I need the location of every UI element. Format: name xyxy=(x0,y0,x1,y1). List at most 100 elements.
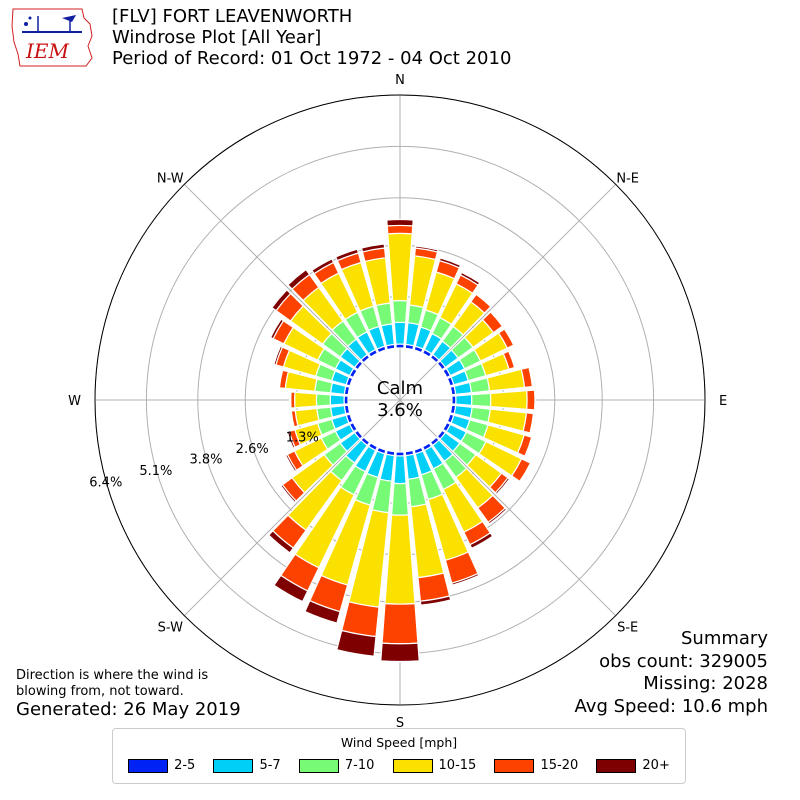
bar-segment xyxy=(386,218,414,227)
bar-segment xyxy=(494,476,511,495)
bar-segment xyxy=(311,258,335,275)
bar-segment xyxy=(384,514,416,605)
logo-text: IEM xyxy=(25,39,70,63)
bar-segment xyxy=(528,366,535,388)
bar-segment xyxy=(381,602,419,645)
radial-gridline xyxy=(399,399,617,617)
radial-gridline xyxy=(183,399,401,617)
bar-segment xyxy=(414,245,439,253)
compass-label-sw: S-W xyxy=(158,621,183,636)
bar-segment xyxy=(469,406,491,424)
legend-swatch xyxy=(213,758,254,773)
bar-segment xyxy=(459,271,481,286)
bar-segment xyxy=(390,482,410,516)
compass-label-w: W xyxy=(68,394,81,409)
calm-label: Calm xyxy=(377,378,423,399)
legend-swatch xyxy=(596,758,637,773)
radial-gridline xyxy=(183,183,401,401)
radial-tick-label: 3.8% xyxy=(189,453,222,468)
summary-title: Summary xyxy=(681,628,768,649)
bar-segment xyxy=(334,248,360,262)
note-line-1: Direction is where the wind is xyxy=(16,668,209,683)
calm-value: 3.6% xyxy=(377,400,423,421)
bar-segment xyxy=(271,289,292,312)
iem-logo: IEM xyxy=(11,8,93,67)
legend-swatch xyxy=(494,758,535,773)
bar-segment xyxy=(386,224,414,235)
legend-item: 5-7 xyxy=(213,758,281,773)
bar-segment xyxy=(524,436,534,458)
bar-segment xyxy=(529,413,535,434)
bar-segment xyxy=(503,327,516,346)
direction-note: Direction is where the wind is blowing f… xyxy=(16,668,208,700)
bar-segment xyxy=(469,532,494,550)
bar-segment xyxy=(286,430,296,449)
bar-segment xyxy=(304,599,341,624)
bar-segment xyxy=(294,391,318,409)
axis-labels: N N-E E S-E S S-W W N-W 1.3% 2.6% 3.8% 5.1% 6.4% xyxy=(68,73,727,731)
bar-segment xyxy=(273,574,309,603)
compass-label-s: S xyxy=(396,716,404,731)
avg-speed: Avg Speed: 10.6 mph xyxy=(574,695,768,717)
bar-segment xyxy=(360,243,386,253)
bar-segment xyxy=(475,292,493,308)
summary-box: Summary obs count: 329005 Missing: 2028 … xyxy=(575,628,768,718)
obs-count: obs count: 329005 xyxy=(599,650,768,672)
legend-swatch xyxy=(298,758,339,773)
compass-label-ne: N-E xyxy=(616,171,639,186)
legend-label: 5-7 xyxy=(259,758,281,773)
plot-subtitle: Windrose Plot [All Year] xyxy=(112,27,322,48)
bar-segment xyxy=(288,391,292,409)
bar-segment xyxy=(438,257,462,269)
bar-segment xyxy=(392,299,408,324)
compass-label-nw: N-W xyxy=(157,171,184,186)
legend-swatch xyxy=(392,758,433,773)
bar-segment xyxy=(534,389,537,411)
bar-segment xyxy=(380,642,420,663)
bar-segment xyxy=(393,321,407,345)
bar-segment xyxy=(518,462,533,483)
compass-label-se: S-E xyxy=(617,621,638,636)
legend: Wind Speed [mph] 2-5 5-7 7-10 10-15 15-20 20+ xyxy=(112,728,686,784)
bar-segment xyxy=(329,394,345,406)
bar-segment xyxy=(489,390,528,410)
bar-segment xyxy=(407,304,425,326)
bar-segment xyxy=(316,406,334,422)
legend-label: 20+ xyxy=(642,758,670,773)
bar-segment xyxy=(267,529,295,554)
bar-segment xyxy=(314,378,334,394)
legend-item: 10-15 xyxy=(392,758,477,773)
legend-label: 15-20 xyxy=(540,758,579,773)
bar-segment xyxy=(280,483,297,504)
legend-items: 2-5 5-7 7-10 10-15 15-20 20+ xyxy=(113,750,685,773)
bar-segment xyxy=(315,393,332,407)
generated-date: Generated: 26 May 2019 xyxy=(16,699,241,720)
bar-segment xyxy=(455,394,473,406)
legend-label: 10-15 xyxy=(438,758,477,773)
legend-item: 7-10 xyxy=(298,758,375,773)
station-title: [FLV] FORT LEAVENWORTH xyxy=(112,6,353,27)
legend-label: 7-10 xyxy=(344,758,375,773)
legend-label: 2-5 xyxy=(174,758,196,773)
note-line-2: blowing from, not toward. xyxy=(16,684,184,699)
radial-tick-label: 6.4% xyxy=(89,476,122,491)
missing-count: Missing: 2028 xyxy=(643,673,768,694)
compass-label-n: N xyxy=(395,73,405,88)
legend-title: Wind Speed [mph] xyxy=(340,735,458,750)
period-of-record: Period of Record: 01 Oct 1972 - 04 Oct 2… xyxy=(112,48,512,69)
radial-tick-label: 1.3% xyxy=(286,430,319,445)
windrose-bars xyxy=(267,218,537,663)
bar-segment xyxy=(284,453,298,473)
bar-segment xyxy=(419,595,452,606)
legend-item: 15-20 xyxy=(494,758,578,773)
compass-label-e: E xyxy=(719,394,727,409)
outer-ring xyxy=(94,94,706,706)
bar-segment xyxy=(393,455,407,485)
bar-segment xyxy=(526,389,536,411)
radial-tick-label: 5.1% xyxy=(139,464,172,479)
bar-segment xyxy=(487,507,508,525)
bar-segment xyxy=(451,572,480,586)
bar-segment xyxy=(468,377,491,394)
bar-segment xyxy=(336,629,377,657)
